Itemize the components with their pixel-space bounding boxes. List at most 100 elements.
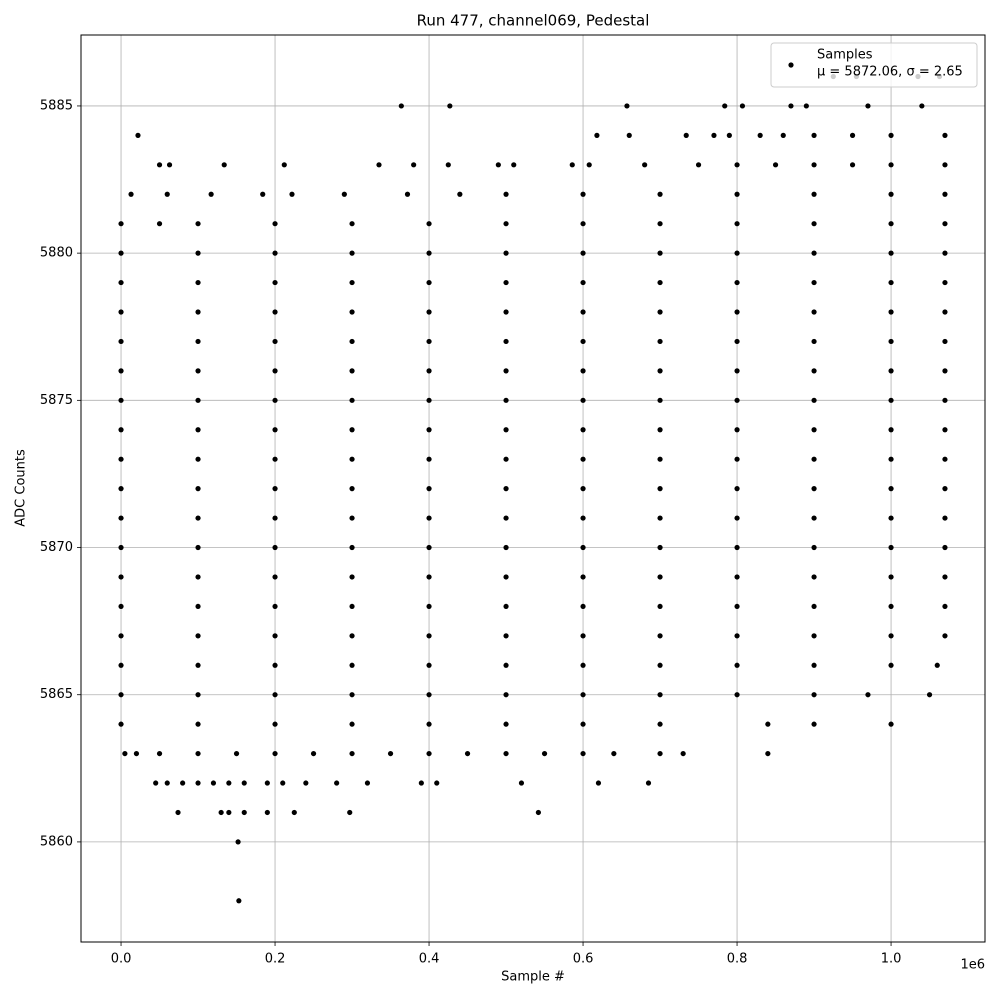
point <box>272 427 278 433</box>
point <box>734 574 740 580</box>
x-tick-label: 0.0 <box>111 952 132 967</box>
point <box>118 309 124 315</box>
point <box>580 338 586 345</box>
point <box>611 750 617 757</box>
point <box>272 515 278 521</box>
point <box>303 780 309 786</box>
point <box>811 162 817 168</box>
point <box>426 633 432 639</box>
point <box>811 456 817 462</box>
point <box>503 250 509 256</box>
point <box>657 721 663 727</box>
point <box>291 809 297 816</box>
point <box>349 456 355 462</box>
point <box>281 162 287 168</box>
point <box>195 427 201 433</box>
point <box>426 397 432 403</box>
legend: Samples μ = 5872.06, σ = 2.65 <box>770 42 978 88</box>
point <box>942 603 948 610</box>
point <box>624 103 630 109</box>
point <box>888 427 894 433</box>
point <box>683 132 689 138</box>
point <box>349 603 355 610</box>
point <box>657 603 663 610</box>
point <box>118 221 124 227</box>
point <box>195 309 201 315</box>
point <box>757 132 763 138</box>
point <box>580 574 586 580</box>
point <box>657 456 663 462</box>
point <box>445 162 451 168</box>
x-tick-label: 0.4 <box>419 952 440 967</box>
point <box>426 574 432 580</box>
point <box>942 515 948 521</box>
plot-frame <box>80 34 986 943</box>
point <box>580 721 586 727</box>
point <box>426 603 432 610</box>
point <box>811 338 817 345</box>
point <box>657 397 663 403</box>
point <box>580 515 586 521</box>
point <box>657 250 663 256</box>
point <box>236 898 242 904</box>
point <box>849 162 856 168</box>
point <box>657 486 663 492</box>
point <box>426 486 432 492</box>
point <box>503 427 509 433</box>
point <box>503 221 509 227</box>
point <box>164 191 170 197</box>
point <box>734 603 740 610</box>
point <box>803 103 809 109</box>
point <box>349 338 355 345</box>
point <box>734 279 740 286</box>
point <box>580 427 586 433</box>
point <box>241 809 247 816</box>
point <box>272 721 278 727</box>
point <box>272 662 278 668</box>
point <box>426 221 432 227</box>
point <box>195 338 201 345</box>
point <box>404 191 411 197</box>
point <box>349 486 355 492</box>
point <box>888 603 894 610</box>
point <box>135 132 141 138</box>
point <box>503 279 509 286</box>
point <box>580 250 586 256</box>
point <box>118 486 124 492</box>
point <box>734 221 740 227</box>
point <box>156 750 163 757</box>
point <box>260 191 266 197</box>
point <box>118 368 124 374</box>
point <box>426 692 432 698</box>
point <box>657 427 663 433</box>
point <box>657 692 663 698</box>
point <box>580 544 586 551</box>
point <box>175 809 181 816</box>
point <box>503 574 509 580</box>
point <box>349 633 355 639</box>
point <box>364 780 371 786</box>
y-axis-label: ADC Counts <box>14 449 29 527</box>
point <box>195 662 201 668</box>
point <box>118 279 124 286</box>
point <box>734 338 740 345</box>
point <box>942 456 948 462</box>
point <box>734 633 740 639</box>
point <box>888 544 894 551</box>
point <box>734 692 740 698</box>
point <box>272 338 278 345</box>
point <box>180 780 186 786</box>
point <box>657 544 663 551</box>
point <box>334 780 340 786</box>
point <box>657 338 663 345</box>
point <box>734 544 740 551</box>
point <box>888 456 894 462</box>
point <box>865 103 871 109</box>
y-tick-label: 5880 <box>40 246 73 261</box>
point <box>221 162 227 168</box>
point <box>349 221 355 227</box>
point <box>888 221 894 227</box>
point <box>888 486 894 492</box>
point <box>349 662 355 668</box>
point <box>780 132 786 138</box>
